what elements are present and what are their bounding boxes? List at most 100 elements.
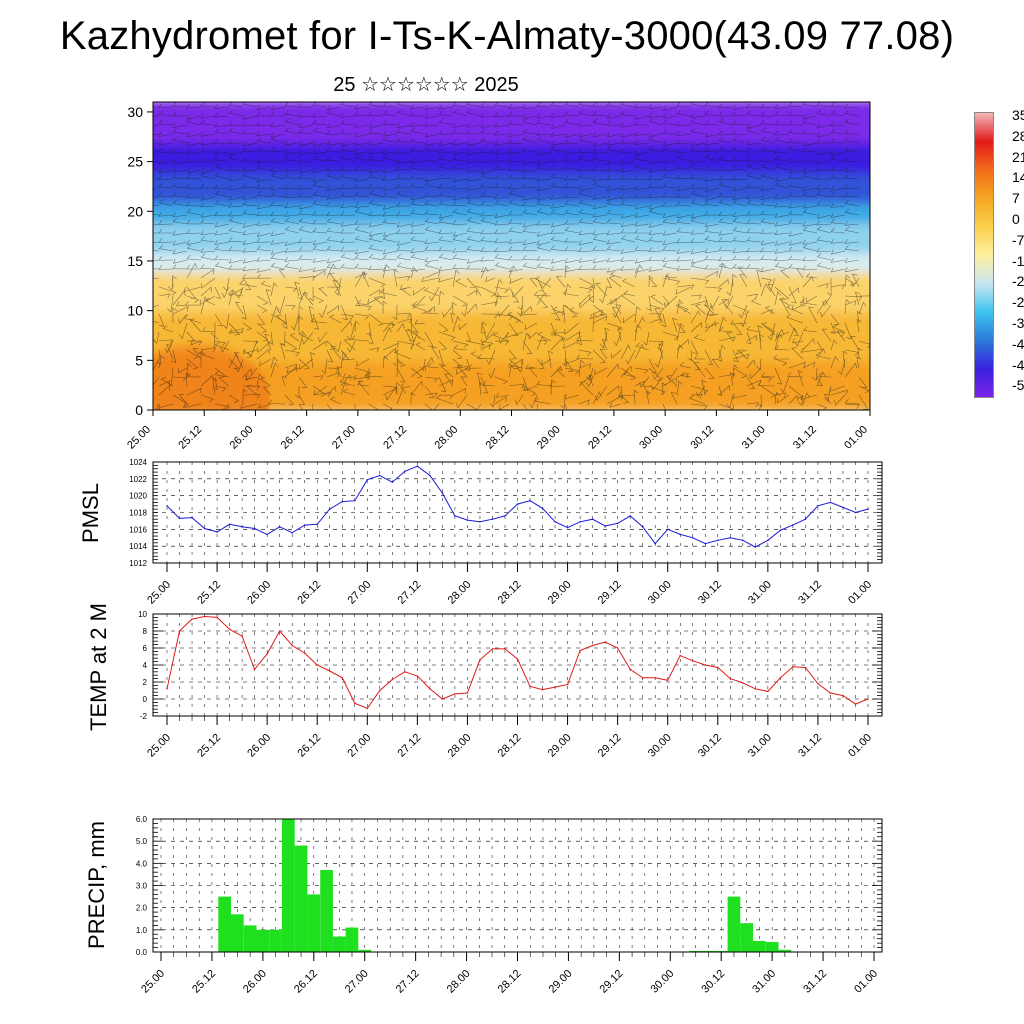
pmsl-point: [354, 499, 356, 502]
pmsl-point: [328, 508, 331, 510]
pmsl-xtick-label: 27.12: [396, 579, 424, 607]
precip-panel: [152, 818, 883, 961]
temp-point: [504, 648, 506, 650]
heatmap-xtick-label: 30.12: [689, 424, 717, 452]
pmsl-axis-label: PMSL: [78, 483, 103, 543]
temp-xtick-label: 26.12: [295, 732, 323, 760]
temp-xtick-label: 28.00: [446, 732, 474, 760]
colorbar-label: -4: [1012, 335, 1024, 352]
precip-xtick-label: 31.00: [750, 968, 778, 996]
pmsl-point: [454, 515, 456, 517]
pmsl-ytick-label: 1018: [129, 509, 147, 518]
pmsl-point: [266, 533, 268, 536]
colorbar-label: -2: [1012, 273, 1024, 290]
page-title: Kazhydromet for I-Ts-K-Almaty-3000(43.09…: [59, 14, 955, 58]
precip-bar: [689, 950, 703, 952]
heatmap-ytick-label: 25: [127, 154, 143, 170]
precip-xtick-label: 26.12: [292, 968, 320, 996]
heatmap-bands: [153, 102, 870, 410]
pmsl-point: [629, 515, 631, 517]
pmsl-point: [767, 539, 769, 542]
precip-xtick-label: 28.12: [496, 968, 524, 996]
pmsl-xtick-label: 28.12: [496, 579, 524, 607]
temp-point: [203, 615, 206, 618]
heatmap-xtick-label: 01.00: [842, 424, 870, 452]
precip-xtick-label: 25.00: [139, 968, 167, 996]
precip-xtick-label: 29.12: [598, 968, 626, 996]
pmsl-point: [479, 521, 481, 523]
temp-xtick-label: 26.00: [245, 732, 273, 760]
pmsl-point: [591, 518, 594, 520]
temp-point: [466, 692, 469, 694]
precip-bar: [256, 929, 270, 952]
precip-bar: [231, 914, 244, 952]
temp-point: [867, 698, 869, 700]
pmsl-point: [491, 518, 494, 520]
heatmap-ytick-label: 30: [127, 104, 143, 120]
pmsl-ytick-label: 1024: [129, 458, 147, 467]
pmsl-point: [804, 518, 807, 520]
temp-point: [341, 677, 344, 679]
temp-point: [216, 616, 218, 619]
pmsl-xtick-label: 25.00: [145, 579, 173, 607]
temp-series-line: [166, 615, 869, 710]
temp-ytick-label: -2: [140, 712, 148, 721]
precip-ytick-label: 1.0: [136, 926, 148, 935]
colorbar-label: 21: [1012, 148, 1024, 165]
temp-point: [666, 679, 669, 682]
temp-point: [278, 630, 281, 632]
pmsl-xtick-label: 31.12: [796, 579, 824, 607]
temp-point: [366, 707, 369, 710]
temp-panel: [152, 613, 883, 725]
colorbar-label: 14: [1012, 169, 1024, 186]
pmsl-point: [742, 539, 744, 542]
temp-xtick-label: 30.12: [696, 732, 724, 760]
temp-point: [266, 653, 268, 655]
temperature-colorbar: [974, 112, 994, 398]
pmsl-xtick-label: 28.00: [446, 579, 474, 607]
precip-xtick-label: 01.00: [852, 968, 880, 996]
pmsl-point: [779, 529, 782, 531]
temp-point: [241, 635, 243, 637]
colorbar-label: -5: [1012, 377, 1024, 394]
temp-xtick-label: 31.00: [746, 732, 774, 760]
precip-bar: [282, 819, 295, 952]
pmsl-point: [429, 474, 431, 477]
temp-point: [291, 644, 294, 647]
pmsl-panel: [152, 461, 883, 572]
temp-point: [779, 677, 782, 679]
precip-bar: [753, 940, 766, 952]
precip-bar: [765, 942, 779, 952]
colorbar-label: 7: [1012, 190, 1020, 207]
pmsl-point: [692, 537, 694, 539]
pmsl-point: [754, 546, 757, 548]
temp-point: [429, 688, 431, 690]
precip-xtick-label: 29.00: [547, 968, 575, 996]
pmsl-point: [717, 539, 719, 542]
temp-point: [303, 652, 306, 654]
precip-bar: [740, 923, 753, 952]
heatmap-ytick-label: 0: [135, 402, 143, 418]
pmsl-point: [391, 481, 394, 484]
heatmap-ytick-label: 15: [127, 253, 143, 269]
precip-ytick-label: 5.0: [136, 837, 148, 846]
precip-axis-label: PRECIP, mm: [84, 821, 109, 949]
precip-bar: [294, 845, 308, 952]
temp-point: [742, 682, 744, 684]
colorbar-label: -1: [1012, 252, 1024, 269]
temp-point: [692, 660, 694, 662]
heatmap-xtick-label: 27.12: [381, 424, 409, 452]
temp-axis-label: TEMP at 2 M: [86, 603, 111, 731]
pmsl-point: [616, 522, 619, 525]
pmsl-point: [579, 521, 581, 523]
temp-point: [178, 630, 181, 632]
pmsl-point: [416, 465, 419, 468]
temp-point: [166, 688, 168, 690]
temp-point: [717, 666, 719, 669]
temp-xtick-label: 28.12: [496, 732, 524, 760]
temp-point: [579, 649, 581, 652]
heatmap-xtick-label: 31.00: [740, 424, 768, 452]
pmsl-point: [466, 519, 469, 521]
temp-point: [516, 658, 519, 660]
